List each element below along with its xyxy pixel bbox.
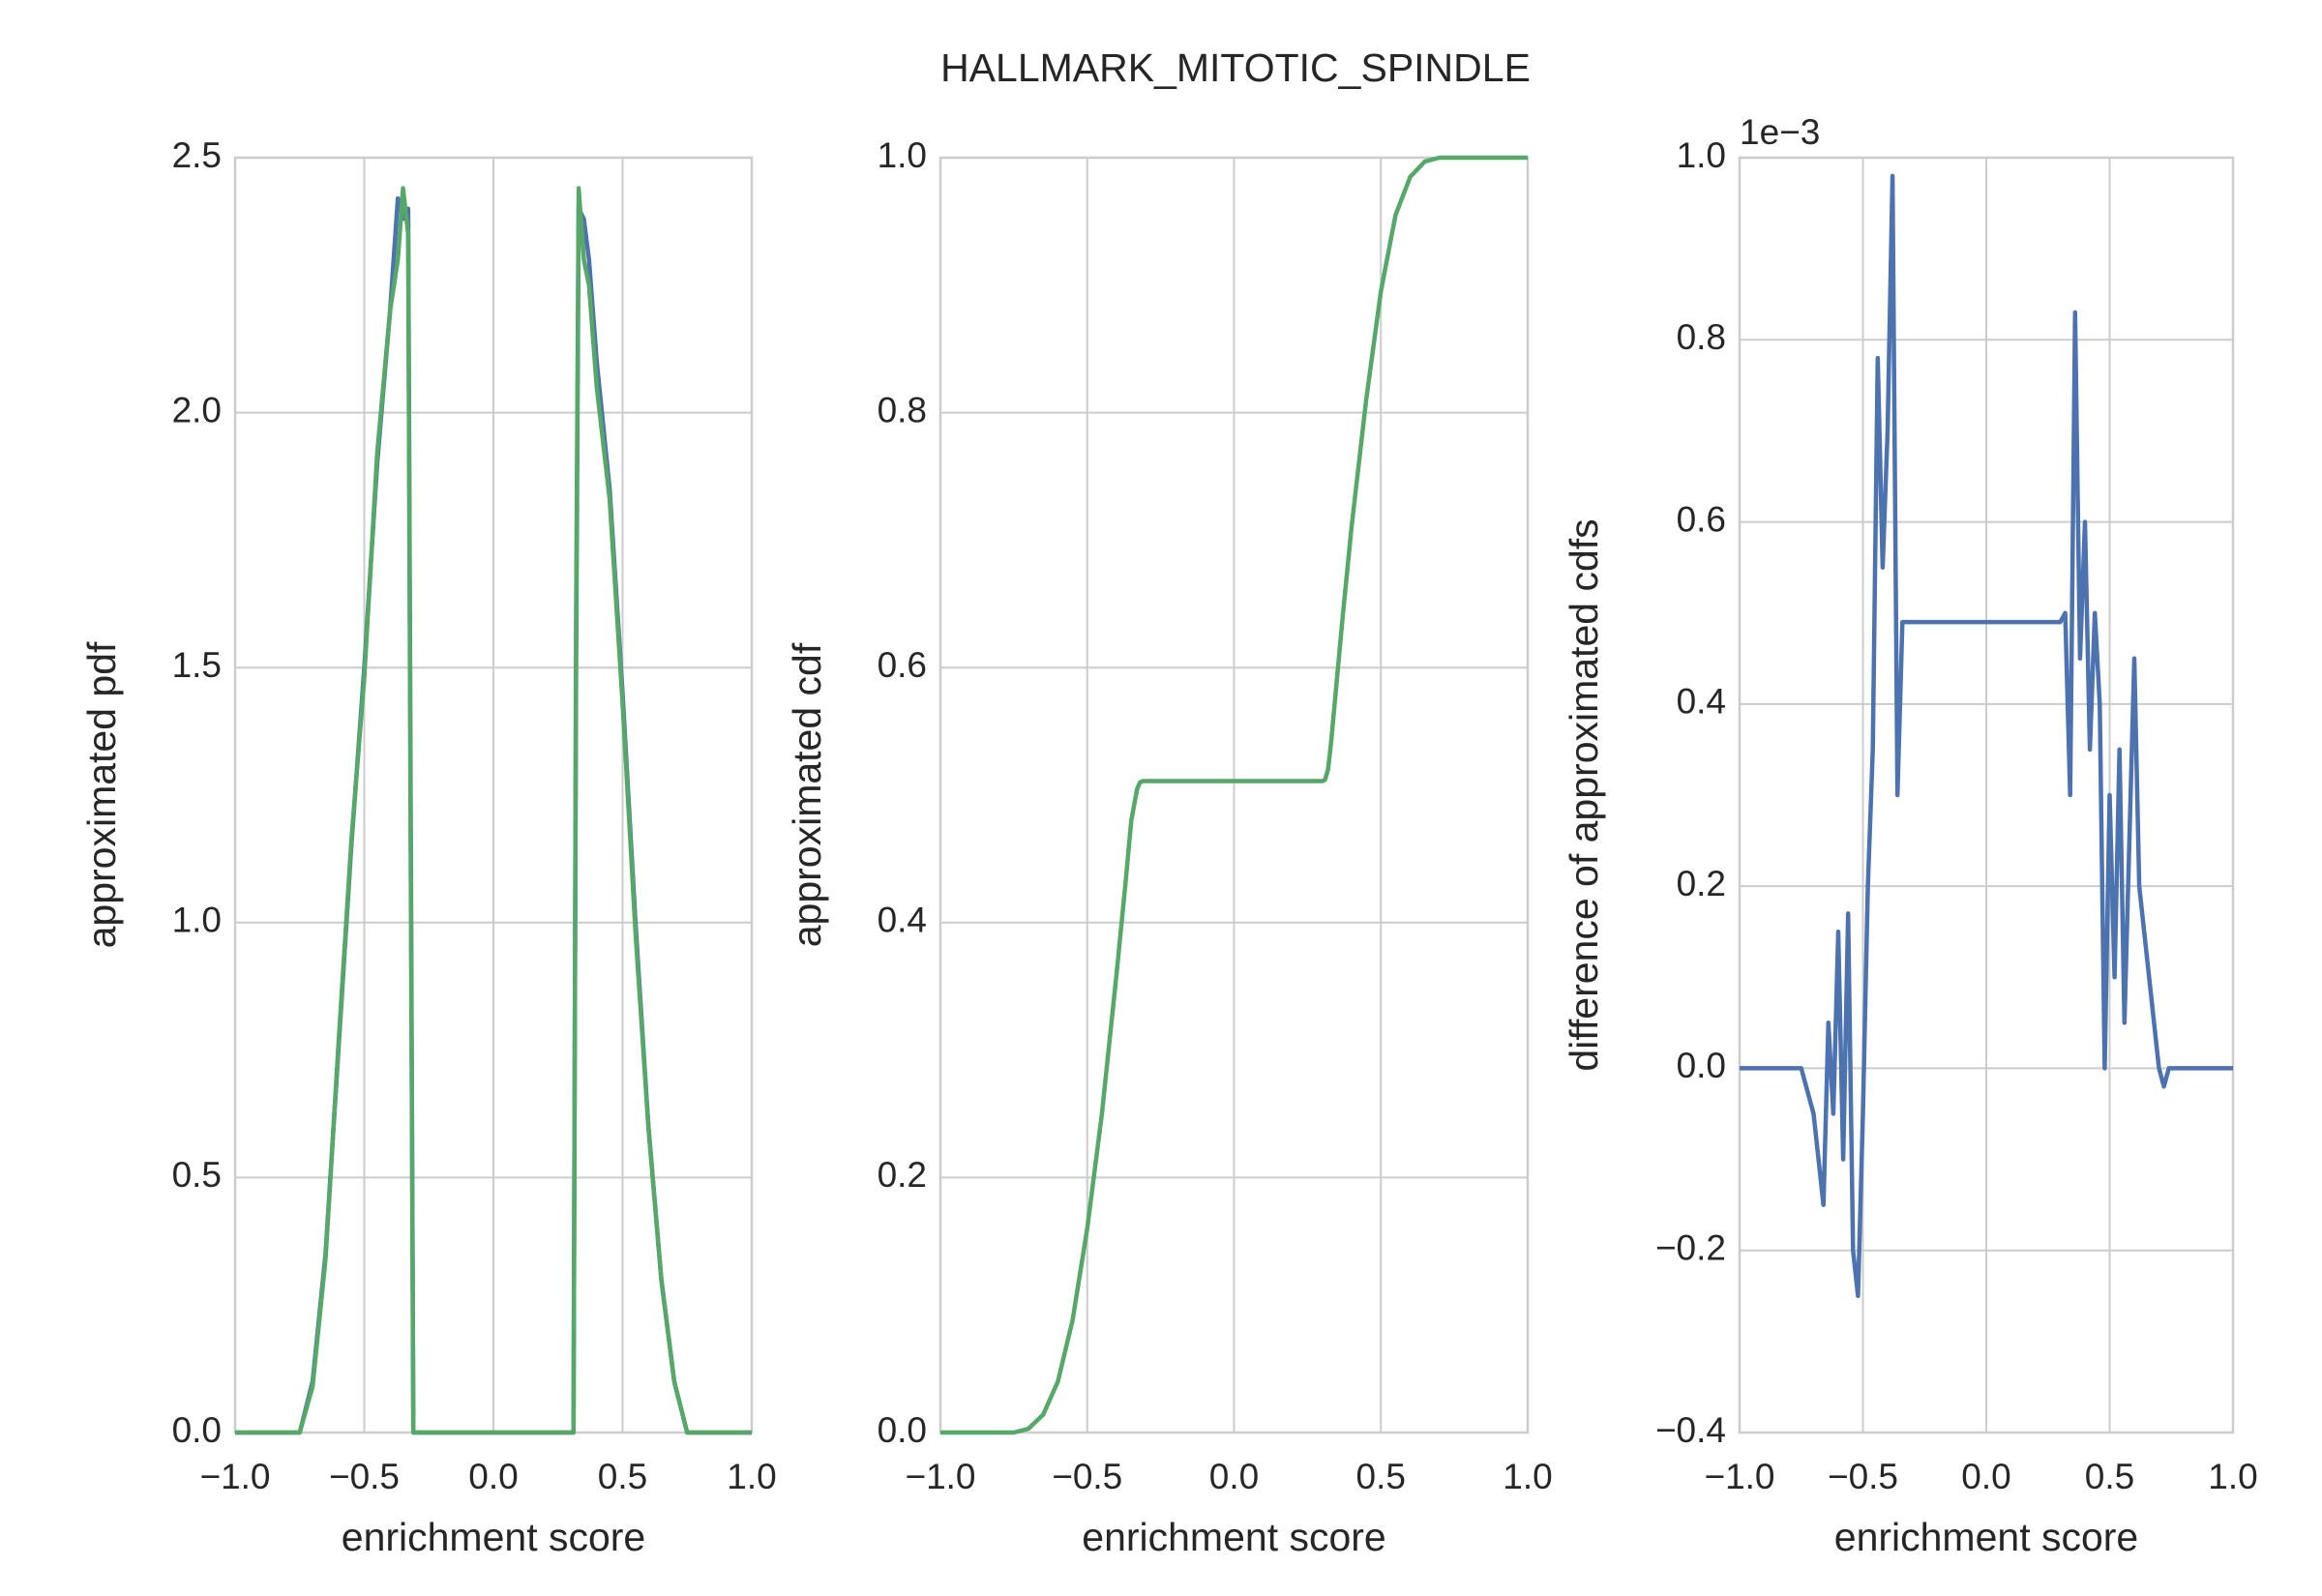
y-tick-label: 0.8 (1677, 317, 1726, 357)
y-tick-label: 0.0 (1677, 1046, 1726, 1085)
y-tick-label: 2.5 (172, 135, 222, 175)
x-axis-label: enrichment score (1834, 1515, 2138, 1559)
y-tick-label: 1.0 (1677, 135, 1726, 175)
x-tick-label: 0.0 (1961, 1457, 2010, 1496)
y-tick-label: 0.6 (878, 645, 927, 685)
figure-title: HALLMARK_MITOTIC_SPINDLE (940, 45, 1531, 90)
y-tick-label: 1.0 (878, 135, 927, 175)
y-axis-label: difference of approximated cdfs (1562, 518, 1606, 1071)
y-tick-label: −0.4 (1655, 1410, 1726, 1450)
y-tick-label: 0.8 (878, 390, 927, 429)
x-tick-label: 0.0 (1209, 1457, 1259, 1496)
x-tick-label: −1.0 (199, 1457, 270, 1496)
x-tick-label: 1.0 (727, 1457, 776, 1496)
y-tick-label: 1.5 (172, 645, 222, 685)
y-tick-label: 0.2 (878, 1155, 927, 1195)
x-tick-label: −1.0 (1704, 1457, 1774, 1496)
x-tick-label: 0.5 (1356, 1457, 1406, 1496)
y-axis-label: approximated pdf (79, 641, 124, 948)
x-tick-label: −0.5 (1828, 1457, 1898, 1496)
y-tick-label: −0.2 (1655, 1227, 1726, 1267)
x-tick-label: 0.5 (598, 1457, 647, 1496)
x-tick-label: 1.0 (2208, 1457, 2257, 1496)
y-offset-label: 1e−3 (1740, 112, 1820, 152)
x-axis-label: enrichment score (1082, 1515, 1385, 1559)
x-tick-label: 0.0 (468, 1457, 518, 1496)
x-tick-label: 1.0 (1503, 1457, 1552, 1496)
y-tick-label: 2.0 (172, 390, 222, 429)
axes-frame (938, 156, 1530, 1434)
y-tick-label: 0.2 (1677, 864, 1726, 903)
x-tick-label: −1.0 (905, 1457, 975, 1496)
y-axis-label: approximated cdf (785, 642, 829, 947)
y-tick-label: 0.4 (878, 901, 927, 940)
x-tick-label: −0.5 (1052, 1457, 1122, 1496)
y-tick-label: 0.6 (1677, 499, 1726, 539)
y-tick-label: 0.4 (1677, 682, 1726, 722)
y-tick-label: 0.0 (878, 1410, 927, 1450)
line-series (235, 186, 752, 1435)
line-series (1740, 173, 2233, 1299)
axes-frame (1738, 156, 2235, 1434)
y-tick-label: 0.5 (172, 1155, 222, 1195)
x-axis-label: enrichment score (342, 1515, 645, 1559)
y-tick-label: 1.0 (172, 901, 222, 940)
y-tick-label: 0.0 (172, 1410, 222, 1450)
line-series (940, 155, 1528, 1435)
x-tick-label: 0.5 (2085, 1457, 2134, 1496)
x-tick-label: −0.5 (329, 1457, 400, 1496)
